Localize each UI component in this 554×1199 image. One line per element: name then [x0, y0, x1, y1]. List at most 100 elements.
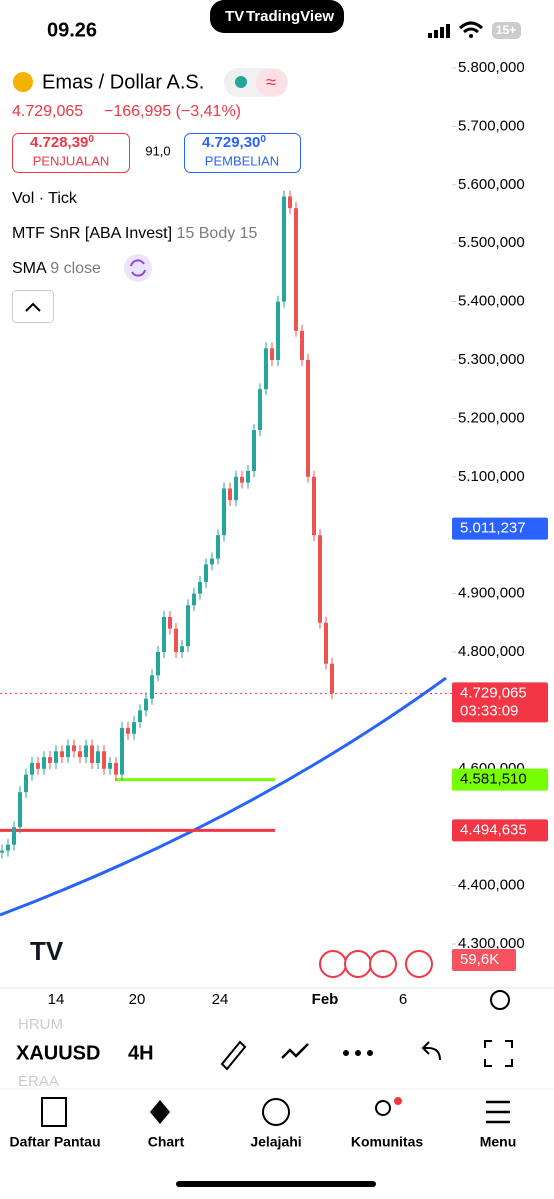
- candle: [252, 430, 256, 471]
- candle: [276, 301, 280, 360]
- x-tick-label: Feb: [312, 991, 339, 1008]
- y-tick-label: 5.100,000: [458, 468, 525, 485]
- candle: [108, 762, 112, 769]
- tv-watermark: TV: [30, 936, 64, 966]
- candle: [12, 827, 16, 845]
- price-badge-time: 03:33:09: [460, 702, 518, 719]
- candle: [174, 628, 178, 652]
- candle: [144, 698, 148, 711]
- price-badge-label: 4.729,065: [460, 684, 527, 701]
- candle: [312, 476, 316, 536]
- candle: [186, 605, 190, 647]
- sma-icon[interactable]: [124, 254, 152, 282]
- candle: [120, 727, 124, 775]
- app-pill-text: TradingView: [246, 8, 334, 25]
- collapse-button[interactable]: [12, 290, 54, 323]
- price-badge: [452, 768, 548, 791]
- tab-icon-chart: [150, 1100, 170, 1124]
- watch-above: HRUM: [18, 1016, 63, 1033]
- y-tick-label: 5.700,000: [458, 117, 525, 134]
- sma-icon-glyph: [130, 259, 146, 277]
- candle: [78, 751, 82, 758]
- undo[interactable]: [421, 1041, 441, 1061]
- buy-label: PEMBELIAN: [205, 153, 279, 168]
- price-badge: [452, 682, 548, 723]
- candle: [90, 745, 94, 763]
- candle: [240, 476, 244, 483]
- candle: [198, 581, 202, 594]
- delay-pill: [256, 69, 287, 96]
- tab-label[interactable]: Menu: [480, 1134, 517, 1150]
- candle: [72, 745, 76, 752]
- home-indicator: [176, 1181, 376, 1187]
- candle: [18, 792, 22, 828]
- candle: [300, 330, 304, 360]
- fullscreen[interactable]: [484, 1040, 513, 1067]
- candle: [96, 751, 100, 763]
- sma-line: [0, 676, 447, 917]
- battery-text: 15+: [496, 23, 516, 37]
- y-tick-label: 4.400,000: [458, 877, 525, 894]
- quote: 4.729,065: [12, 103, 83, 120]
- candle: [162, 616, 166, 652]
- candle: [192, 593, 196, 606]
- candle: [48, 757, 52, 763]
- candle: [294, 208, 298, 331]
- toolbar-symbol[interactable]: XAUUSD: [16, 1042, 100, 1064]
- price-badge: [452, 819, 548, 842]
- y-tick-label: 5.500,000: [458, 234, 525, 251]
- y-tick-label: 5.400,000: [458, 293, 525, 310]
- candle: [60, 751, 64, 758]
- price-badge-label: 4.494,635: [460, 821, 527, 838]
- app-pill: [210, 0, 344, 33]
- candle: [210, 558, 214, 565]
- sell-button[interactable]: [12, 133, 130, 173]
- tab-label[interactable]: Jelajahi: [250, 1134, 301, 1150]
- candle: [126, 727, 130, 734]
- candle: [0, 850, 4, 853]
- tab-label[interactable]: Daftar Pantau: [9, 1134, 100, 1150]
- buy-price: 4.729,300: [202, 134, 266, 151]
- y-tick-label: 4.900,000: [458, 585, 525, 602]
- candle: [204, 564, 208, 582]
- tab-icon-menu: [486, 1100, 510, 1124]
- y-tick-label: 5.300,000: [458, 351, 525, 368]
- candle: [6, 844, 10, 851]
- tab-icon-explore: [262, 1098, 290, 1126]
- toolbar-interval[interactable]: 4H: [128, 1042, 154, 1064]
- candle: [138, 710, 142, 723]
- candle: [282, 196, 286, 302]
- tab-label[interactable]: Komunitas: [351, 1134, 424, 1150]
- change: −166,995 (−3,41%): [104, 103, 241, 120]
- candle: [216, 535, 220, 559]
- x-tick-label: 14: [48, 991, 65, 1008]
- candle: [222, 488, 226, 536]
- tab-icon-community: [375, 1100, 391, 1116]
- tab-bar: Daftar Pantau Chart Jelajahi Komunitas Menu: [9, 1134, 516, 1150]
- wifi: [458, 21, 484, 34]
- candle: [54, 751, 58, 763]
- logo: TV: [225, 8, 244, 25]
- notification-dot: [394, 1097, 402, 1105]
- x-tick-label: 24: [212, 991, 229, 1008]
- volume-badge-label: 59,6K: [460, 951, 499, 968]
- tab-label[interactable]: Chart: [148, 1134, 185, 1150]
- indicator-vol: Vol · Tick: [12, 190, 78, 207]
- candle: [168, 616, 172, 629]
- candle: [156, 652, 160, 676]
- candle: [258, 389, 262, 431]
- plot: 5.800,000 5.700,000 5.600,000 5.500,000 5.40…: [0, 59, 548, 1008]
- indicator-sma: SMA 9 close: [12, 260, 101, 277]
- clock: 09.26: [47, 19, 97, 41]
- candle: [288, 196, 292, 209]
- axis-settings[interactable]: [490, 990, 510, 1010]
- draw-tool[interactable]: [220, 1040, 247, 1071]
- price-badge-label: 4.581,510: [460, 771, 527, 788]
- y-tick-label: 5.800,000: [458, 59, 525, 76]
- more-tool[interactable]: [343, 1050, 373, 1056]
- price-badge-label: 5.011,237: [460, 520, 526, 537]
- indicators-tool[interactable]: [281, 1043, 309, 1059]
- y-tick-label: 4.800,000: [458, 643, 525, 660]
- buy-button[interactable]: [184, 133, 301, 173]
